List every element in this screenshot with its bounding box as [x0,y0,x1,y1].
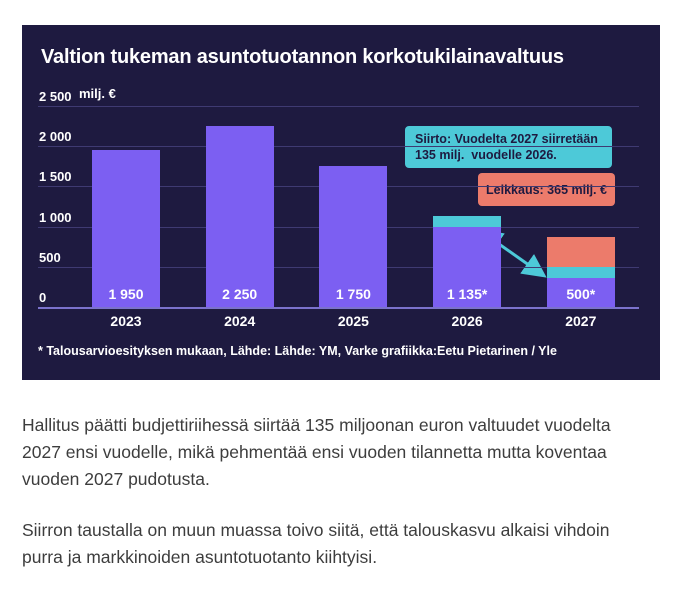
x-tick-label-2023: 2023 [110,313,142,329]
bar-value-label-2025: 1 750 [335,286,371,302]
y-tick-label-0: 0 [39,290,47,305]
y-tick-label-2500: 2 500 [39,89,72,104]
bar-segment-base-2027 [546,277,615,307]
bar-value-label-2023: 1 950 [108,286,144,302]
y-tick-label-1500: 1 500 [39,169,72,185]
y-axis-unit-label: milj. € [79,86,116,101]
gridline-0 [38,307,639,309]
y-tick-label-1000: 1 000 [39,209,72,225]
bar-segment-base-2025 [319,166,388,307]
gridline-2500 [38,106,639,107]
bar-2023: 1 950 [92,150,160,307]
bar-2027: 500* [546,237,615,307]
annotation-cut-text: Leikkaus: 365 milj. € [486,182,607,197]
gridline-2000 [38,146,639,148]
x-tick-label-2026: 2026 [451,313,483,329]
bar-2025: 1 750 [319,166,388,307]
bar-segment-cut-2027 [546,237,615,267]
bar-2026: 1 135* [433,216,502,307]
article-paragraph-1: Hallitus päätti budjettiriihessä siirtää… [22,415,611,489]
bar-2024: 2 250 [205,126,274,307]
x-tick-label-2027: 2027 [565,313,597,329]
annotation-cut: Leikkaus: 365 milj. € [478,173,615,206]
bar-segment-base-2023 [92,150,160,307]
chart-footnote: * Talousarvioesityksen mukaan, Lähde: Lä… [38,344,557,358]
x-tick-label-2025: 2025 [337,313,369,329]
bar-value-label-2026: 1 135* [446,286,488,302]
article-body: Hallitus päätti budjettiriihessä siirtää… [22,412,622,595]
bar-segment-base-2024 [205,126,274,307]
annotation-transfer-line1: Siirto: Vuodelta 2027 siirretään [415,132,598,146]
bar-value-label-2024: 2 250 [222,286,258,302]
chart-card: Valtion tukeman asuntotuotannon korkotuk… [22,25,660,380]
bar-value-label-2027: 500* [566,286,596,302]
y-tick-label-500: 500 [39,249,61,265]
y-tick-label-2000: 2 000 [39,129,72,145]
bar-segment-transfer-2027 [546,266,615,278]
chart-title: Valtion tukeman asuntotuotannon korkotuk… [41,46,564,68]
bar-segment-transfer-2026 [433,216,502,227]
x-tick-label-2024: 2024 [224,313,256,329]
bar-segment-base-2026 [433,226,502,307]
annotation-transfer-line2: 135 milj. vuodelle 2026. [415,148,557,162]
article-paragraph-2: Siirron taustalla on muun muassa toivo s… [22,520,610,567]
